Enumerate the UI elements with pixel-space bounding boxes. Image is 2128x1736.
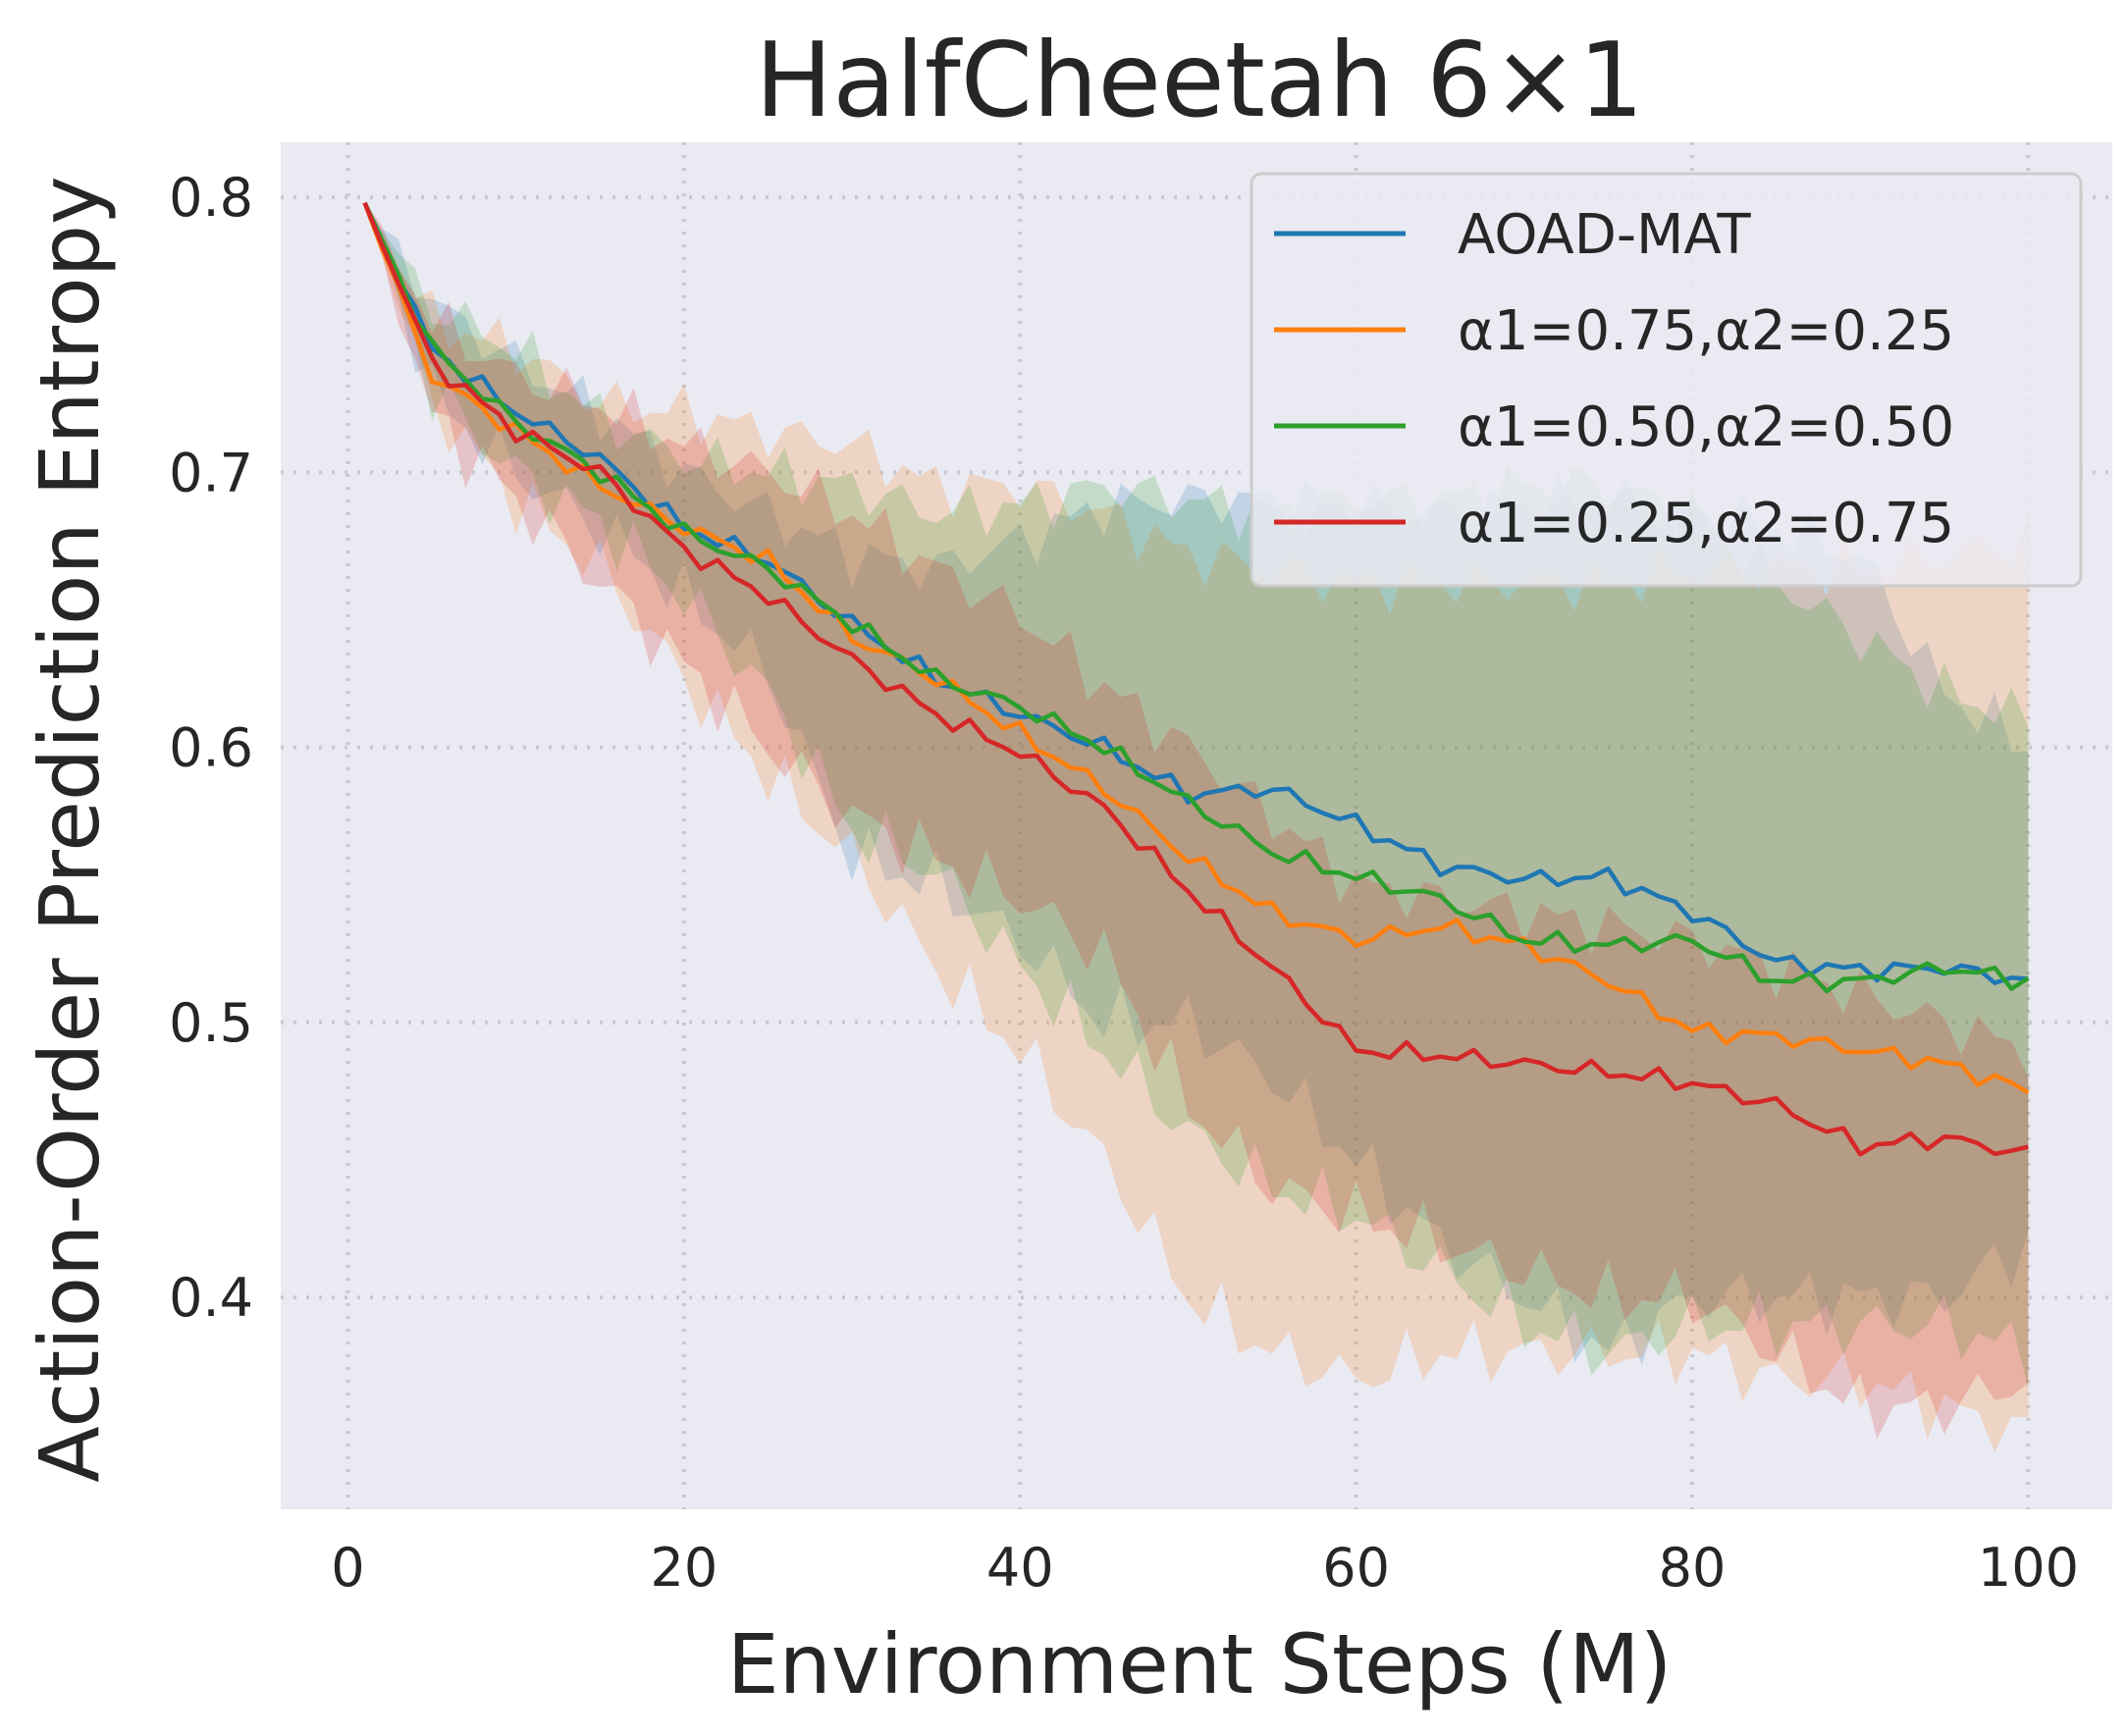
y-tick-label: 0.7 bbox=[169, 442, 253, 503]
chart-title: HalfCheetah 6×1 bbox=[755, 21, 1644, 140]
y-axis-label: Action-Order Prediction Entropy bbox=[22, 176, 118, 1483]
legend: AOAD-MAT α1=0.75,α2=0.25 α1=0.50,α2=0.50 α1… bbox=[1250, 172, 2083, 588]
legend-label-1: AOAD-MAT bbox=[1458, 203, 1751, 267]
series-band-2 bbox=[364, 202, 2029, 1452]
y-tick-label: 0.6 bbox=[169, 717, 253, 779]
legend-frame bbox=[1250, 172, 2083, 588]
series-line-1 bbox=[362, 201, 2029, 985]
series-line-3 bbox=[362, 201, 2030, 994]
legend-label-2: α1=0.75,α2=0.25 bbox=[1458, 299, 1954, 363]
series-band-4 bbox=[364, 202, 2029, 1440]
series-lines bbox=[362, 201, 2030, 1157]
x-axis-label: Environment Steps (M) bbox=[727, 1616, 1673, 1712]
x-tick-label: 0 bbox=[331, 1537, 364, 1599]
legend-label-4: α1=0.25,α2=0.75 bbox=[1458, 492, 1954, 555]
y-tick-labels: 0.4 0.5 0.6 0.7 0.8 bbox=[169, 167, 253, 1329]
y-tick-label: 0.4 bbox=[169, 1267, 253, 1329]
y-tick-label: 0.8 bbox=[169, 167, 253, 229]
x-tick-label: 80 bbox=[1659, 1537, 1727, 1599]
x-tick-label: 60 bbox=[1322, 1537, 1390, 1599]
x-tick-label: 100 bbox=[1978, 1537, 2079, 1599]
y-tick-label: 0.5 bbox=[169, 992, 253, 1054]
x-tick-label: 20 bbox=[651, 1537, 718, 1599]
legend-label-3: α1=0.50,α2=0.50 bbox=[1458, 395, 1954, 459]
series-line-4 bbox=[362, 201, 2029, 1157]
x-tick-label: 40 bbox=[986, 1537, 1054, 1599]
x-tick-labels: 0 20 40 60 80 100 bbox=[331, 1537, 2079, 1599]
